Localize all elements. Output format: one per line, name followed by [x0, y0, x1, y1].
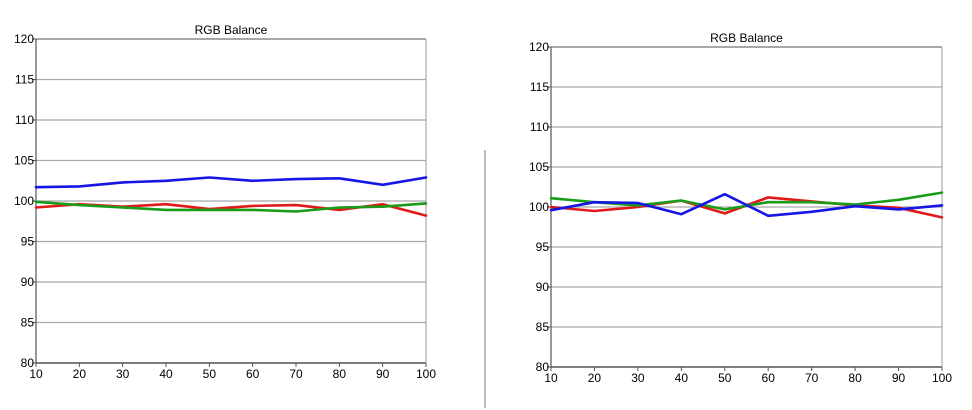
- x-tick-label: 80: [848, 371, 862, 385]
- rgb-balance-chart-left: 80 85 90 95 100 105 110 115 120 10 20 30 40 50 60 70 80 9…: [14, 23, 436, 381]
- chart-title: RGB Balance: [195, 23, 268, 37]
- y-tick-label: 90: [536, 280, 550, 294]
- y-tick-label: 80: [536, 360, 550, 374]
- x-tick-label: 40: [675, 371, 689, 385]
- x-tick-label: 90: [376, 367, 390, 381]
- series-line-2: [549, 192, 944, 218]
- y-tick-label: 90: [21, 275, 35, 289]
- x-tick-label: 10: [544, 371, 558, 385]
- x-tick-label: 70: [805, 371, 819, 385]
- x-tick-label: 90: [892, 371, 906, 385]
- chart-title: RGB Balance: [710, 31, 783, 45]
- y-tick-label: 85: [536, 320, 550, 334]
- y-tick-label: 120: [14, 32, 34, 46]
- y-tick-label: 105: [14, 154, 34, 168]
- x-tick-label: 100: [932, 371, 952, 385]
- y-tick-label: 110: [15, 113, 34, 127]
- y-tick-label: 120: [529, 40, 549, 54]
- x-tick-label: 100: [416, 367, 436, 381]
- x-tick-label: 70: [289, 367, 303, 381]
- y-tick-label: 100: [14, 194, 34, 208]
- x-tick-label: 50: [203, 367, 217, 381]
- x-tick-label: 10: [29, 367, 43, 381]
- y-tick-label: 80: [21, 356, 35, 370]
- x-tick-label: 20: [73, 367, 87, 381]
- y-tick-label: 115: [530, 80, 549, 94]
- y-tick-label: 105: [529, 160, 549, 174]
- series-line-2: [34, 176, 428, 189]
- y-tick-label: 85: [21, 316, 35, 330]
- x-tick-label: 30: [631, 371, 645, 385]
- x-tick-label: 60: [762, 371, 776, 385]
- x-tick-label: 20: [588, 371, 602, 385]
- series-line-1: [34, 200, 428, 213]
- y-tick-label: 115: [15, 73, 34, 87]
- x-tick-label: 30: [116, 367, 130, 381]
- x-tick-label: 40: [159, 367, 173, 381]
- y-tick-label: 100: [529, 200, 549, 214]
- y-tick-label: 110: [530, 120, 549, 134]
- y-tick-label: 95: [536, 240, 550, 254]
- rgb-balance-chart-right: 80 85 90 95 100 105 110 115 120 10 20 30 40 50 60 70 80 9…: [529, 31, 952, 385]
- x-tick-label: 80: [333, 367, 347, 381]
- x-tick-label: 60: [246, 367, 260, 381]
- y-tick-label: 95: [21, 235, 35, 249]
- x-tick-label: 50: [718, 371, 732, 385]
